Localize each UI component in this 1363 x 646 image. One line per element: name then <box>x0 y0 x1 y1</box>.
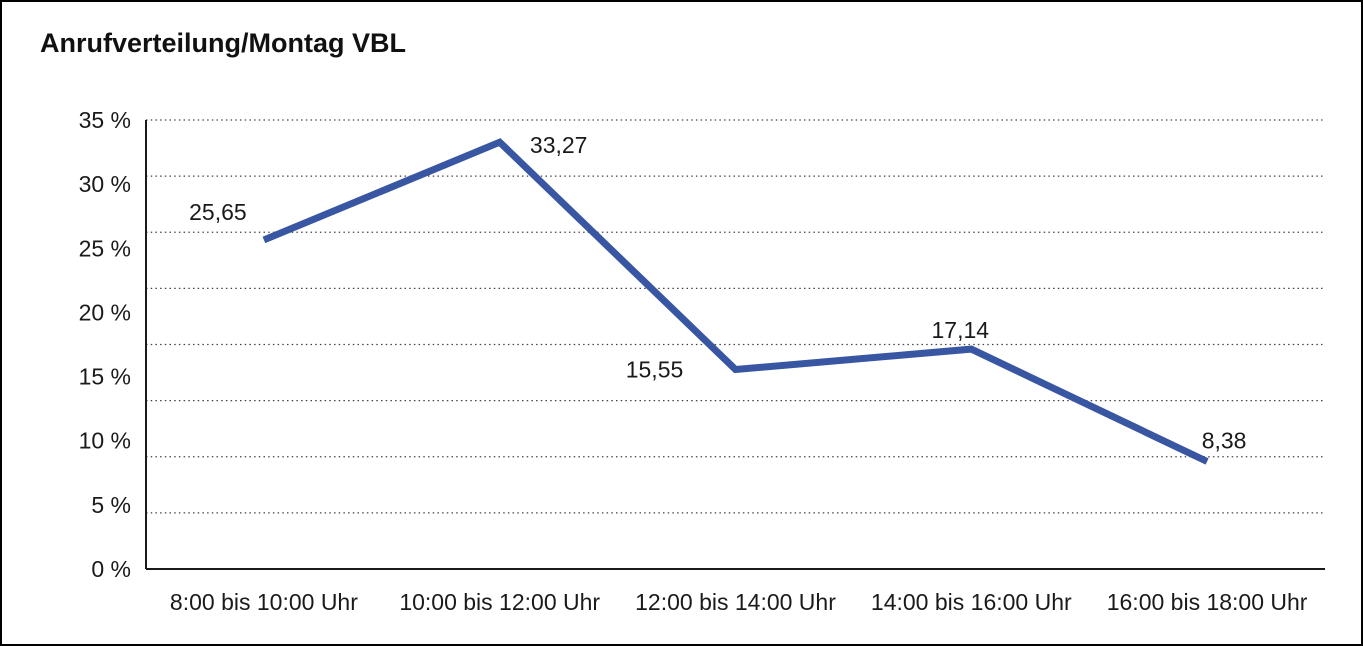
y-tick-label: 25 % <box>79 235 131 261</box>
chart-title: Anrufverteilung/Montag VBL <box>40 28 406 58</box>
y-tick-label: 20 % <box>79 299 131 325</box>
data-value-label: 17,14 <box>932 317 990 343</box>
data-line <box>262 138 1209 465</box>
y-tick-label: 10 % <box>79 428 131 454</box>
x-category-label: 14:00 bis 16:00 Uhr <box>871 589 1072 615</box>
data-value-label: 33,27 <box>530 132 588 158</box>
y-tick-label: 35 % <box>79 107 131 133</box>
data-value-label: 25,65 <box>189 199 247 225</box>
y-tick-label: 15 % <box>79 364 131 390</box>
x-category-label: 10:00 bis 12:00 Uhr <box>399 589 600 615</box>
y-tick-label: 5 % <box>91 492 131 518</box>
data-value-label: 8,38 <box>1202 427 1247 453</box>
data-value-label: 15,55 <box>626 357 684 383</box>
x-category-label: 16:00 bis 18:00 Uhr <box>1107 589 1308 615</box>
y-tick-label: 0 % <box>91 556 131 582</box>
x-category-label: 8:00 bis 10:00 Uhr <box>170 589 358 615</box>
x-category-label: 12:00 bis 14:00 Uhr <box>635 589 836 615</box>
y-tick-label: 30 % <box>79 171 131 197</box>
